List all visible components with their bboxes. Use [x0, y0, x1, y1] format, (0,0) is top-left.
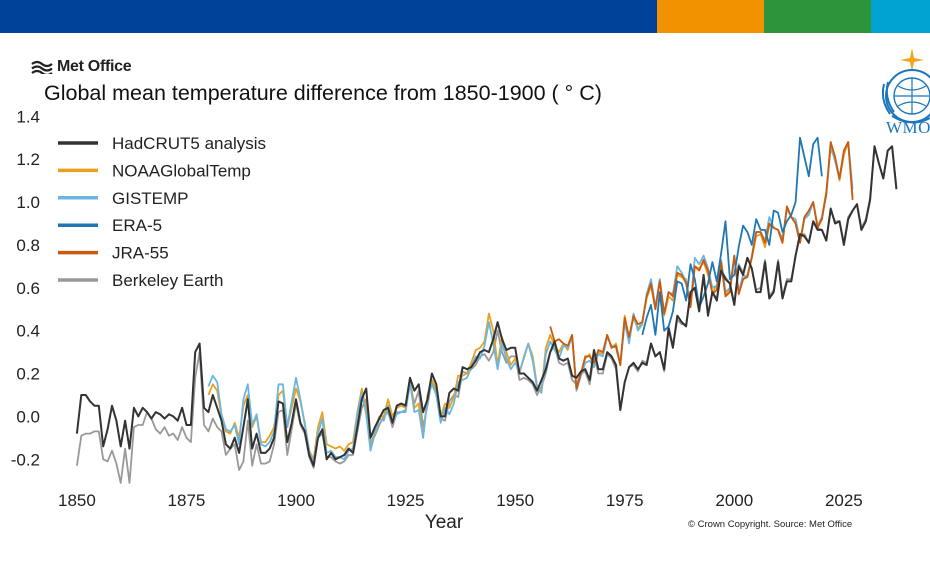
x-tick-label: 1950 — [496, 491, 534, 510]
series-line-noaaglobaltemp — [207, 141, 854, 461]
y-tick-label: 0.0 — [16, 407, 40, 426]
x-tick-label: 1925 — [387, 491, 425, 510]
y-tick-label: 1.0 — [16, 193, 40, 212]
x-tick-label: 2000 — [715, 491, 753, 510]
x-tick-label: 1900 — [277, 491, 315, 510]
legend-entry: NOAAGlobalTemp — [112, 161, 251, 180]
y-tick-label: 0.8 — [16, 236, 40, 255]
series-line-jra-55 — [549, 141, 854, 390]
y-tick-label: 0.4 — [16, 322, 40, 341]
legend-entry: HadCRUT5 analysis — [112, 134, 266, 153]
series-line-era-5 — [641, 136, 823, 336]
legend-entry: ERA-5 — [112, 216, 162, 235]
chart-axes: -0.2 0.0 0.2 0.4 0.6 0.8 1.0 1.2 1.4 1850 1875 1900… — [11, 107, 863, 533]
met-office-brand-text: Met Office — [57, 58, 132, 75]
header-bar-blue — [0, 0, 657, 33]
y-tick-label: 1.2 — [16, 150, 40, 169]
wmo-label: WMO — [886, 118, 930, 137]
series-line-gistemp — [207, 141, 854, 465]
met-office-waves-icon — [31, 60, 53, 74]
y-tick-label: 0.2 — [16, 365, 40, 384]
legend-entry: JRA-55 — [112, 244, 169, 263]
chart-title: Global mean temperature difference from … — [44, 81, 602, 105]
wmo-emblem-icon — [881, 48, 930, 124]
x-axis-label: Year — [425, 512, 464, 533]
chart-series — [75, 136, 898, 484]
y-tick-label: 0.6 — [16, 279, 40, 298]
x-tick-label: 2025 — [825, 491, 863, 510]
legend-entry: Berkeley Earth — [112, 271, 224, 290]
x-tick-label: 1875 — [168, 491, 206, 510]
met-office-logo: Met Office — [31, 58, 132, 76]
legend-entry: GISTEMP — [112, 189, 189, 208]
copyright-credit: © Crown Copyright. Source: Met Office — [688, 519, 853, 530]
series-line-hadcrut5-analysis — [75, 145, 898, 467]
header-bar-orange — [657, 0, 764, 33]
y-tick-label: 1.4 — [16, 107, 40, 126]
header-color-bar — [0, 0, 930, 33]
x-tick-label: 1850 — [58, 491, 96, 510]
y-tick-label: -0.2 — [11, 450, 40, 469]
header-bar-green — [764, 0, 871, 33]
series-line-berkeley-earth — [76, 145, 898, 484]
x-tick-label: 1975 — [606, 491, 644, 510]
header-bar-cyan — [871, 0, 930, 33]
chart-legend: HadCRUT5 analysis NOAAGlobalTemp GISTEMP ER… — [58, 134, 266, 290]
